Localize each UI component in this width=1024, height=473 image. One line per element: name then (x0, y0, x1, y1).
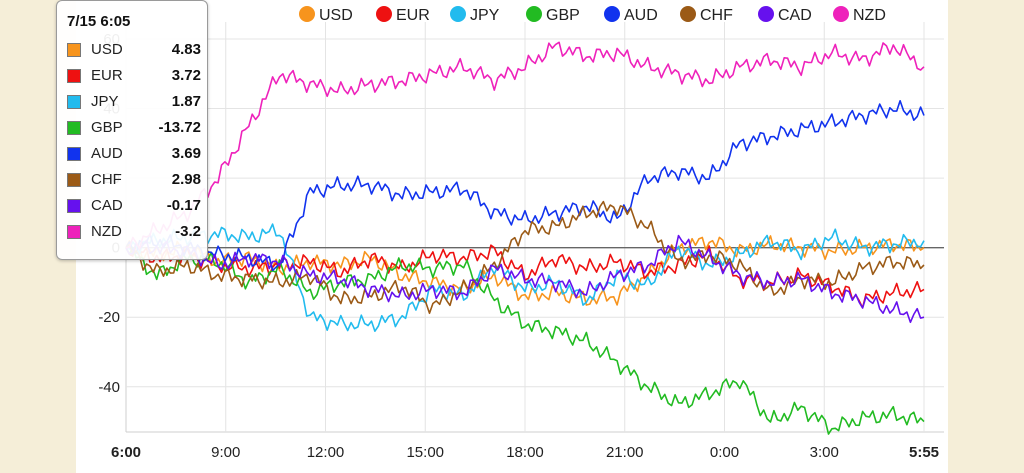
x-tick-label: 9:00 (211, 444, 240, 461)
legend-marker-usd (299, 6, 315, 22)
legend-label-cad: CAD (778, 7, 812, 24)
x-tick-label: 0:00 (710, 444, 739, 461)
tooltip-row-nzd: NZD -3.2 (67, 221, 201, 243)
legend-marker-eur (376, 6, 392, 22)
hover-tooltip: 7/15 6:05 USD 4.83 EUR 3.72 JPY 1.87 GBP… (56, 0, 208, 260)
tooltip-value-aud: 3.69 (171, 145, 201, 162)
tooltip-name-aud: AUD (91, 145, 123, 162)
legend-label-gbp: GBP (546, 7, 580, 24)
chart-panel: 6040200-20-406:009:0012:0015:0018:0021:0… (76, 0, 948, 473)
x-tick-label: 6:00 (111, 444, 141, 461)
legend-label-nzd: NZD (853, 7, 886, 24)
tooltip-name-nzd: NZD (91, 223, 122, 240)
series-line-gbp (125, 246, 925, 435)
tooltip-value-cad: -0.17 (166, 197, 201, 214)
tooltip-swatch-aud (67, 147, 81, 161)
tooltip-value-gbp: -13.72 (158, 119, 201, 136)
tooltip-row-chf: CHF 2.98 (67, 169, 201, 191)
series-line-usd (125, 235, 925, 306)
series-line-jpy (125, 223, 925, 333)
tooltip-row-gbp: GBP -13.72 (67, 117, 201, 139)
tooltip-swatch-jpy (67, 95, 81, 109)
x-tick-label: 5:55 (909, 444, 939, 461)
legend-marker-cad (758, 6, 774, 22)
legend-marker-aud (604, 6, 620, 22)
tooltip-value-usd: 4.83 (171, 41, 201, 58)
x-tick-label: 15:00 (406, 444, 444, 461)
tooltip-name-usd: USD (91, 41, 123, 58)
legend-label-aud: AUD (624, 7, 658, 24)
legend-label-usd: USD (319, 7, 353, 24)
series-line-chf (125, 200, 925, 315)
x-tick-label: 12:00 (307, 444, 345, 461)
y-tick-label: -40 (98, 379, 120, 396)
legend-label-eur: EUR (396, 7, 430, 24)
legend-label-chf: CHF (700, 7, 733, 24)
tooltip-row-usd: USD 4.83 (67, 39, 201, 61)
tooltip-title: 7/15 6:05 (67, 13, 131, 30)
tooltip-value-jpy: 1.87 (171, 93, 201, 110)
legend-marker-nzd (833, 6, 849, 22)
tooltip-row-jpy: JPY 1.87 (67, 91, 201, 113)
legend-label-jpy: JPY (470, 7, 500, 24)
legend-marker-gbp (526, 6, 542, 22)
x-tick-label: 21:00 (606, 444, 644, 461)
currency-strength-chart[interactable]: 6040200-20-406:009:0012:0015:0018:0021:0… (76, 0, 948, 473)
tooltip-swatch-usd (67, 43, 81, 57)
tooltip-name-chf: CHF (91, 171, 122, 188)
x-tick-label: 3:00 (810, 444, 839, 461)
tooltip-swatch-eur (67, 69, 81, 83)
tooltip-value-chf: 2.98 (171, 171, 201, 188)
tooltip-swatch-gbp (67, 121, 81, 135)
x-tick-label: 18:00 (506, 444, 544, 461)
legend-marker-chf (680, 6, 696, 22)
series-line-cad (125, 234, 925, 324)
legend-marker-jpy (450, 6, 466, 22)
tooltip-name-gbp: GBP (91, 119, 123, 136)
tooltip-row-eur: EUR 3.72 (67, 65, 201, 87)
tooltip-swatch-chf (67, 173, 81, 187)
tooltip-swatch-nzd (67, 225, 81, 239)
tooltip-row-cad: CAD -0.17 (67, 195, 201, 217)
tooltip-swatch-cad (67, 199, 81, 213)
y-tick-label: -20 (98, 309, 120, 326)
tooltip-row-aud: AUD 3.69 (67, 143, 201, 165)
tooltip-name-eur: EUR (91, 67, 123, 84)
tooltip-value-eur: 3.72 (171, 67, 201, 84)
series-line-nzd (125, 41, 925, 250)
tooltip-name-jpy: JPY (91, 93, 119, 110)
tooltip-value-nzd: -3.2 (175, 223, 201, 240)
series-line-aud (125, 100, 925, 272)
tooltip-name-cad: CAD (91, 197, 123, 214)
